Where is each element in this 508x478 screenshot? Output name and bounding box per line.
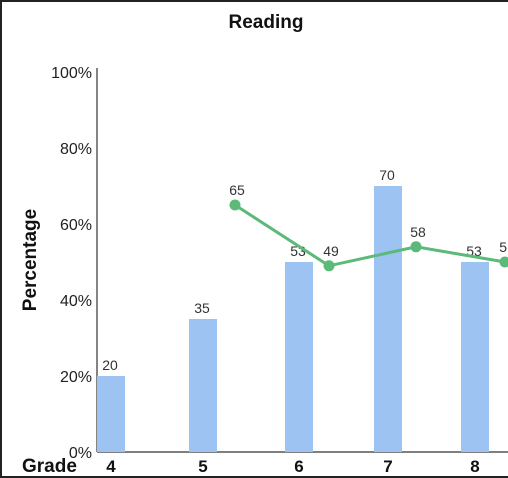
- x-tick-label: 7: [383, 457, 392, 476]
- line-value-label: 58: [410, 224, 426, 240]
- bar-value-label: 20: [102, 357, 118, 373]
- bar: [374, 186, 402, 452]
- x-tick-label: 4: [106, 457, 116, 476]
- y-tick-label: 100%: [51, 65, 92, 82]
- line-point: [410, 241, 422, 253]
- line-value-label: 51: [499, 239, 508, 255]
- y-tick-label: 40%: [60, 293, 92, 310]
- line-path: [234, 203, 506, 268]
- y-tick-label: 80%: [60, 141, 92, 158]
- bar: [285, 262, 313, 452]
- line-data-labels: 65 49 58 51: [229, 182, 508, 259]
- y-tick-label: 60%: [60, 217, 92, 234]
- y-axis-title: Percentage: [20, 209, 41, 311]
- bar: [189, 319, 217, 452]
- line-value-label: 49: [323, 243, 339, 259]
- bar: [461, 262, 489, 452]
- line-point: [229, 199, 241, 211]
- chart-title: Reading: [229, 12, 304, 33]
- y-tick-label: 0%: [69, 445, 92, 462]
- x-axis-title: Grade: [22, 456, 77, 477]
- bar: [97, 376, 125, 452]
- y-tick-label: 20%: [60, 369, 92, 386]
- bar-series: [97, 186, 489, 452]
- x-tick-label: 6: [294, 457, 303, 476]
- line-point: [499, 256, 508, 268]
- x-tick-label: 5: [198, 457, 207, 476]
- line-point: [323, 260, 335, 272]
- line-series: [229, 199, 508, 272]
- bar-value-label: 70: [379, 167, 395, 183]
- bar-value-label: 35: [194, 300, 210, 316]
- x-tick-label: 8: [470, 457, 479, 476]
- line-value-label: 65: [229, 182, 245, 198]
- y-tick-labels: 0% 20% 40% 60% 80% 100%: [51, 65, 92, 462]
- x-tick-labels: 4 5 6 7 8: [106, 457, 479, 476]
